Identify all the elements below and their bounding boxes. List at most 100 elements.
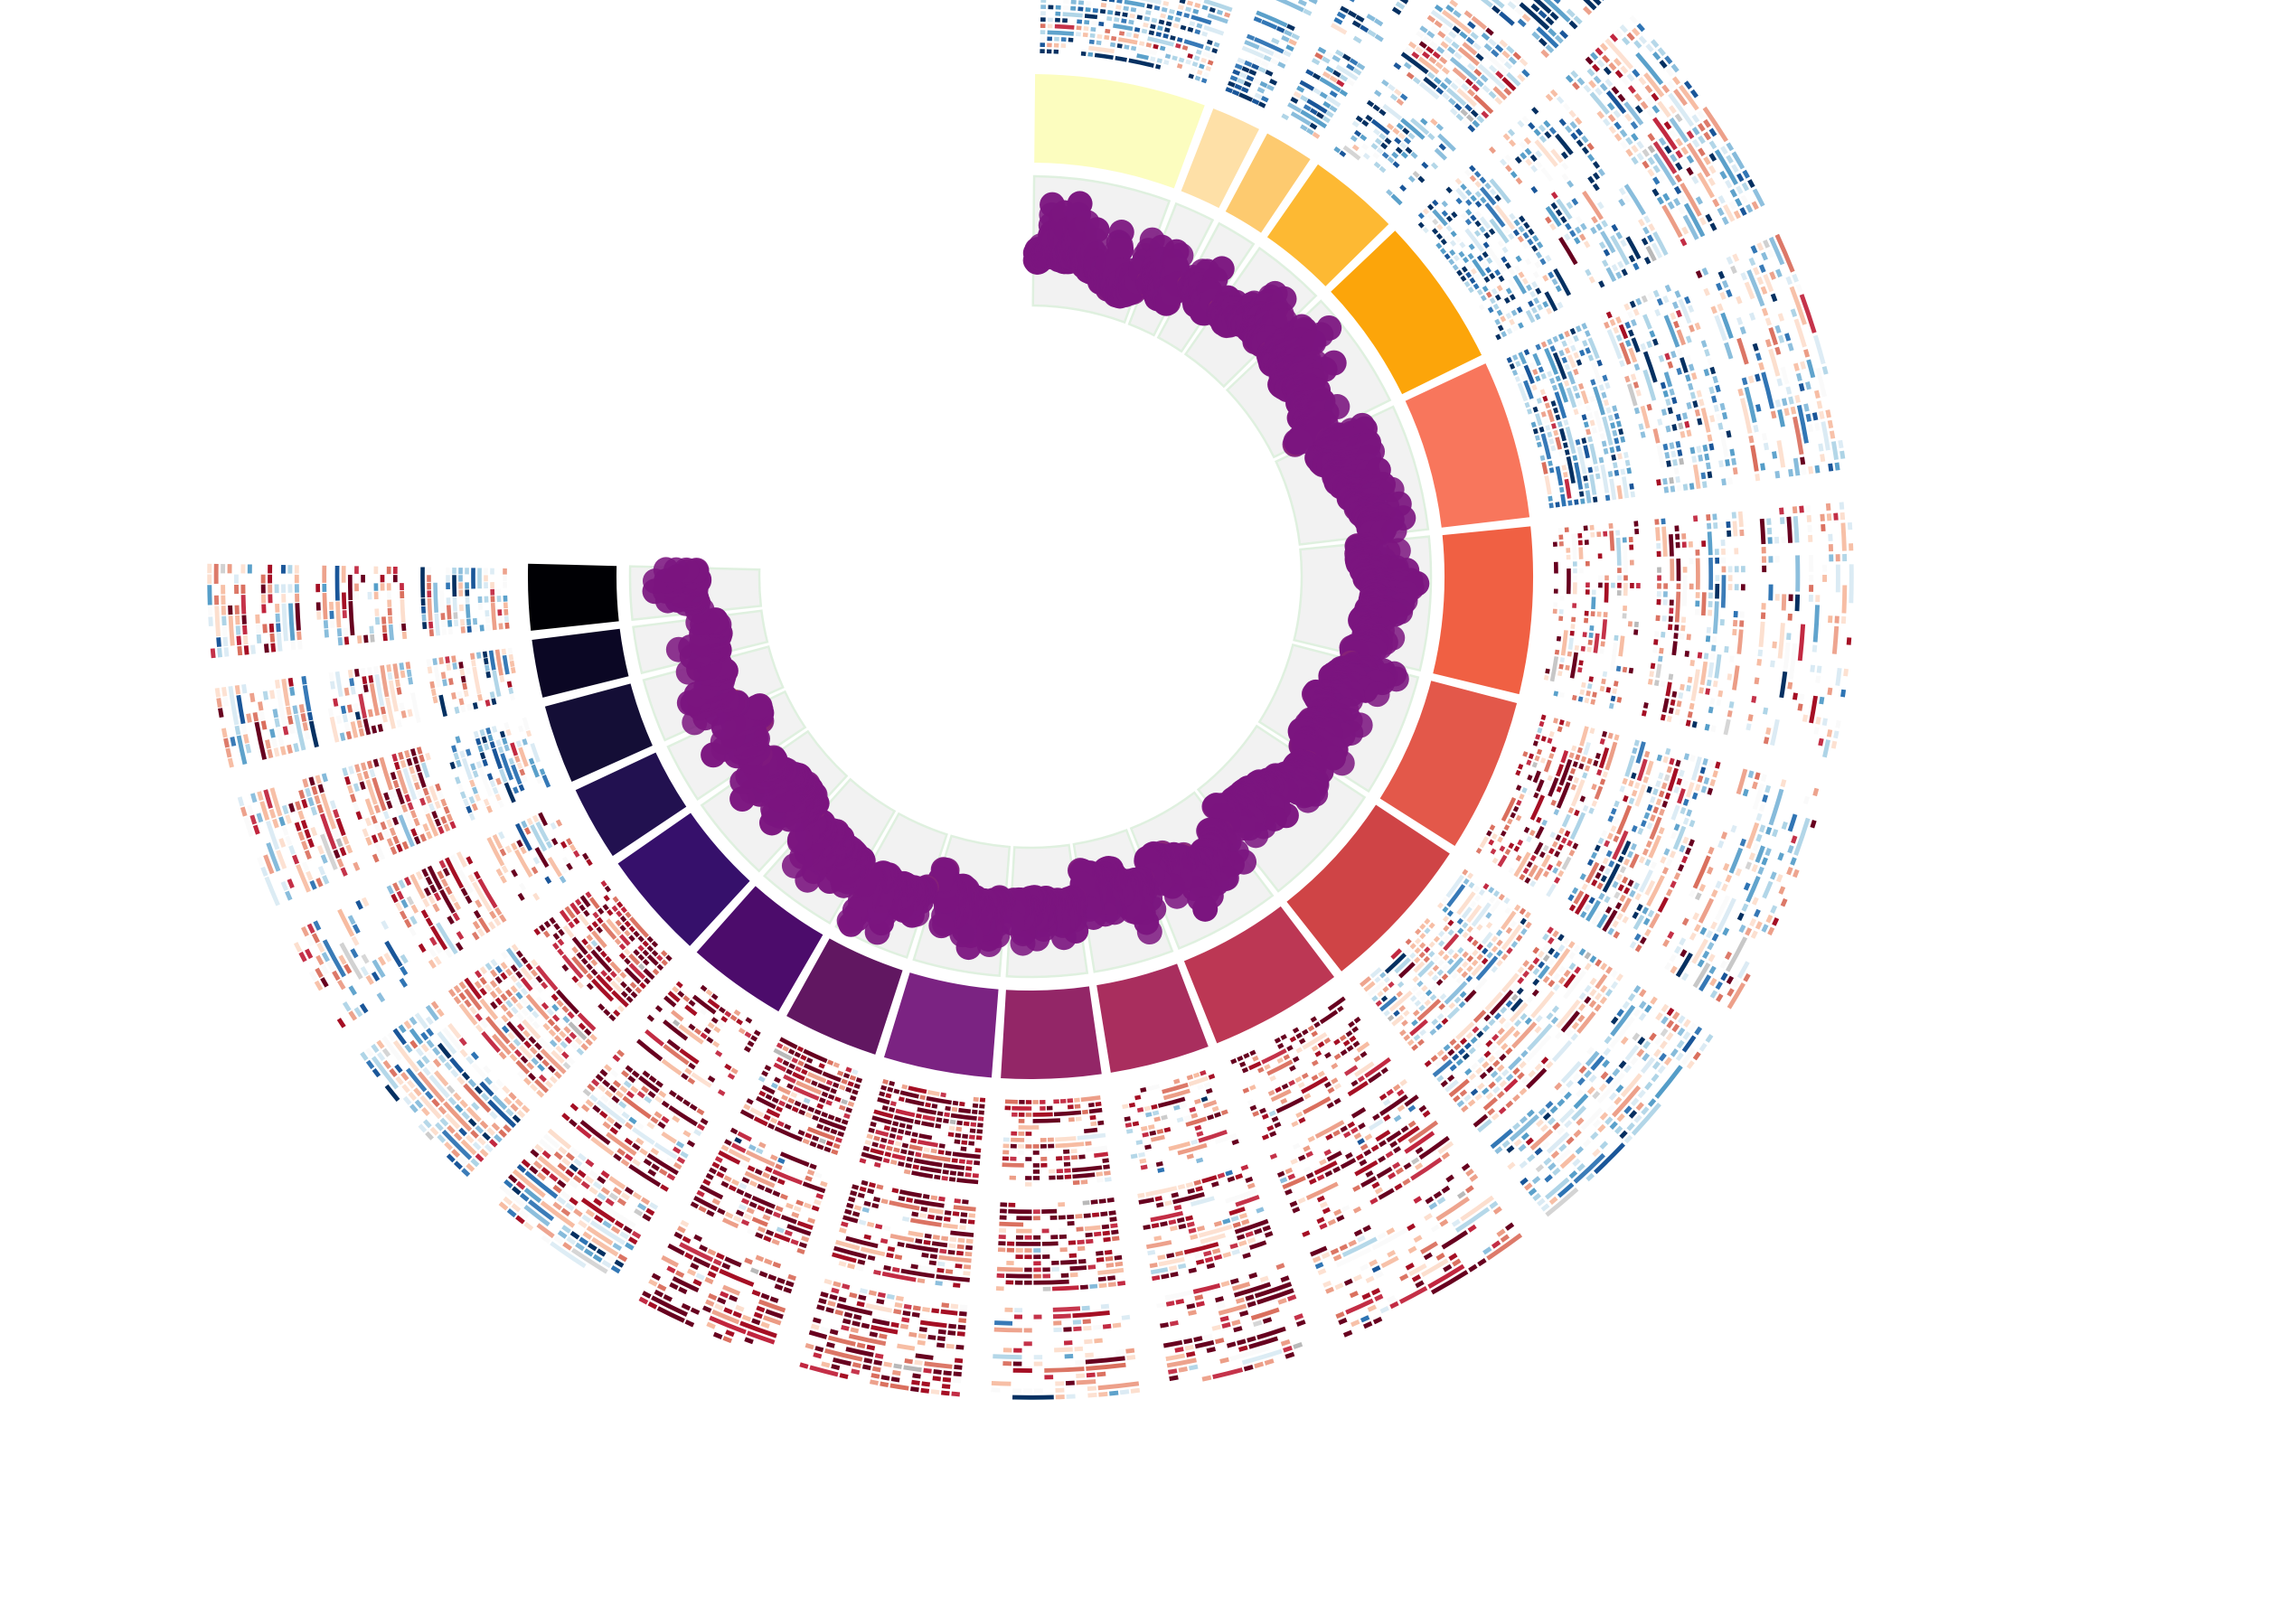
heatmap-cell[interactable]	[1076, 25, 1082, 31]
heatmap-cell[interactable]	[1018, 1113, 1025, 1117]
heatmap-cell[interactable]	[1018, 1144, 1025, 1149]
heatmap-cell[interactable]	[1557, 671, 1563, 677]
heatmap-cell[interactable]	[948, 1177, 956, 1182]
heatmap-cell[interactable]	[970, 1122, 977, 1127]
heatmap-cell[interactable]	[1096, 40, 1102, 45]
heatmap-cell[interactable]	[1002, 1143, 1010, 1149]
heatmap-cell[interactable]	[1603, 612, 1608, 618]
heatmap-cell[interactable]	[1009, 1175, 1016, 1180]
heatmap-cell[interactable]	[1090, 26, 1096, 33]
heatmap-cell[interactable]	[1579, 568, 1584, 574]
heatmap-cell[interactable]	[1593, 496, 1598, 502]
heatmap-cell[interactable]	[1572, 603, 1577, 608]
heatmap-cell[interactable]	[1121, 18, 1127, 23]
heatmap-cell[interactable]	[1567, 651, 1573, 657]
heatmap-cell[interactable]	[1011, 1131, 1018, 1136]
heatmap-cell[interactable]	[1633, 521, 1639, 527]
heatmap-cell[interactable]	[1591, 596, 1596, 610]
heatmap-cell[interactable]	[1634, 528, 1640, 535]
heatmap-cell[interactable]	[1004, 1105, 1012, 1111]
heatmap-cell[interactable]	[1577, 667, 1583, 673]
heatmap-cell[interactable]	[1587, 639, 1593, 645]
heatmap-cell[interactable]	[1109, 42, 1116, 48]
heatmap-cell[interactable]	[1047, 36, 1052, 42]
heatmap-cell[interactable]	[969, 1128, 976, 1133]
heatmap-cell[interactable]	[1122, 12, 1128, 17]
heatmap-cell[interactable]	[1053, 42, 1059, 48]
heatmap-cell[interactable]	[1040, 11, 1046, 16]
heatmap-cell[interactable]	[1025, 1100, 1032, 1104]
heatmap-cell[interactable]	[1104, 34, 1110, 41]
heatmap-cell[interactable]	[1046, 49, 1052, 54]
heatmap-cell[interactable]	[977, 1122, 983, 1128]
heatmap-cell[interactable]	[1545, 668, 1550, 674]
heatmap-cell[interactable]	[1063, 1149, 1070, 1154]
heatmap-cell[interactable]	[1087, 52, 1094, 57]
heatmap-cell[interactable]	[1114, 17, 1120, 23]
heatmap-cell[interactable]	[963, 1121, 970, 1127]
heatmap-cell[interactable]	[1048, 17, 1053, 23]
heatmap-cell[interactable]	[1604, 494, 1611, 502]
heatmap-cell[interactable]	[1553, 561, 1558, 574]
sector-arc[interactable]	[528, 563, 619, 631]
heatmap-cell[interactable]	[1577, 532, 1583, 539]
heatmap-cell[interactable]	[1569, 630, 1575, 636]
heatmap-cell[interactable]	[1633, 629, 1639, 635]
heatmap-cell[interactable]	[1063, 0, 1069, 5]
heatmap-cell[interactable]	[1063, 1155, 1070, 1160]
heatmap-cell[interactable]	[1553, 602, 1558, 607]
heatmap-cell[interactable]	[1090, 1121, 1097, 1127]
heatmap-cell[interactable]	[944, 1112, 950, 1118]
heatmap-cell[interactable]	[1070, 5, 1077, 11]
heatmap-cell[interactable]	[1106, 15, 1113, 22]
heatmap-cell[interactable]	[1060, 37, 1067, 42]
heatmap-cell[interactable]	[1056, 1175, 1064, 1180]
heatmap-cell[interactable]	[1572, 561, 1577, 567]
heatmap-cell[interactable]	[1018, 1125, 1040, 1130]
heatmap-cell[interactable]	[1074, 1104, 1081, 1109]
heatmap-cell[interactable]	[965, 1172, 972, 1178]
heatmap-cell[interactable]	[1617, 568, 1622, 574]
heatmap-cell[interactable]	[1040, 0, 1047, 4]
heatmap-cell[interactable]	[972, 1103, 979, 1108]
heatmap-cell[interactable]	[1067, 1098, 1074, 1104]
heatmap-cell[interactable]	[1040, 17, 1046, 23]
heatmap-cell[interactable]	[1629, 483, 1634, 490]
heatmap-cell[interactable]	[1622, 613, 1627, 619]
heatmap-cell[interactable]	[1049, 1175, 1056, 1180]
heatmap-cell[interactable]	[1630, 582, 1634, 588]
heatmap-cell[interactable]	[1075, 32, 1081, 37]
heatmap-cell[interactable]	[1080, 1179, 1088, 1185]
heatmap-cell[interactable]	[1064, 1168, 1071, 1173]
heatmap-cell[interactable]	[1627, 621, 1633, 627]
heatmap-cell[interactable]	[1552, 608, 1557, 615]
heatmap-cell[interactable]	[1582, 632, 1587, 638]
heatmap-cell[interactable]	[1566, 554, 1571, 560]
heatmap-cell[interactable]	[1055, 17, 1060, 23]
heatmap-cell[interactable]	[1053, 1099, 1059, 1104]
heatmap-cell[interactable]	[1623, 575, 1628, 581]
heatmap-cell[interactable]	[1553, 588, 1558, 594]
heatmap-cell[interactable]	[1111, 35, 1117, 42]
heatmap-cell[interactable]	[1585, 589, 1590, 595]
heatmap-cell[interactable]	[1604, 582, 1609, 603]
heatmap-cell[interactable]	[1104, 1170, 1111, 1176]
heatmap-cell[interactable]	[1107, 4, 1115, 9]
heatmap-cell[interactable]	[1002, 1156, 1010, 1161]
heatmap-cell[interactable]	[1096, 1171, 1104, 1177]
heatmap-cell[interactable]	[949, 1119, 956, 1125]
heatmap-cell[interactable]	[1032, 1150, 1040, 1155]
heatmap-cell[interactable]	[1622, 537, 1627, 543]
heatmap-cell[interactable]	[1075, 1116, 1082, 1122]
heatmap-cell[interactable]	[1611, 582, 1615, 588]
heatmap-cell[interactable]	[1060, 43, 1067, 49]
heatmap-cell[interactable]	[1055, 11, 1061, 16]
heatmap-cell[interactable]	[1554, 649, 1560, 655]
heatmap-cell[interactable]	[1077, 6, 1084, 12]
heatmap-cell[interactable]	[1032, 1163, 1040, 1168]
heatmap-cell[interactable]	[1091, 20, 1097, 26]
heatmap-cell[interactable]	[955, 1126, 963, 1132]
heatmap-cell[interactable]	[1555, 502, 1560, 508]
heatmap-cell[interactable]	[1080, 51, 1087, 57]
heatmap-cell[interactable]	[1012, 1105, 1032, 1111]
